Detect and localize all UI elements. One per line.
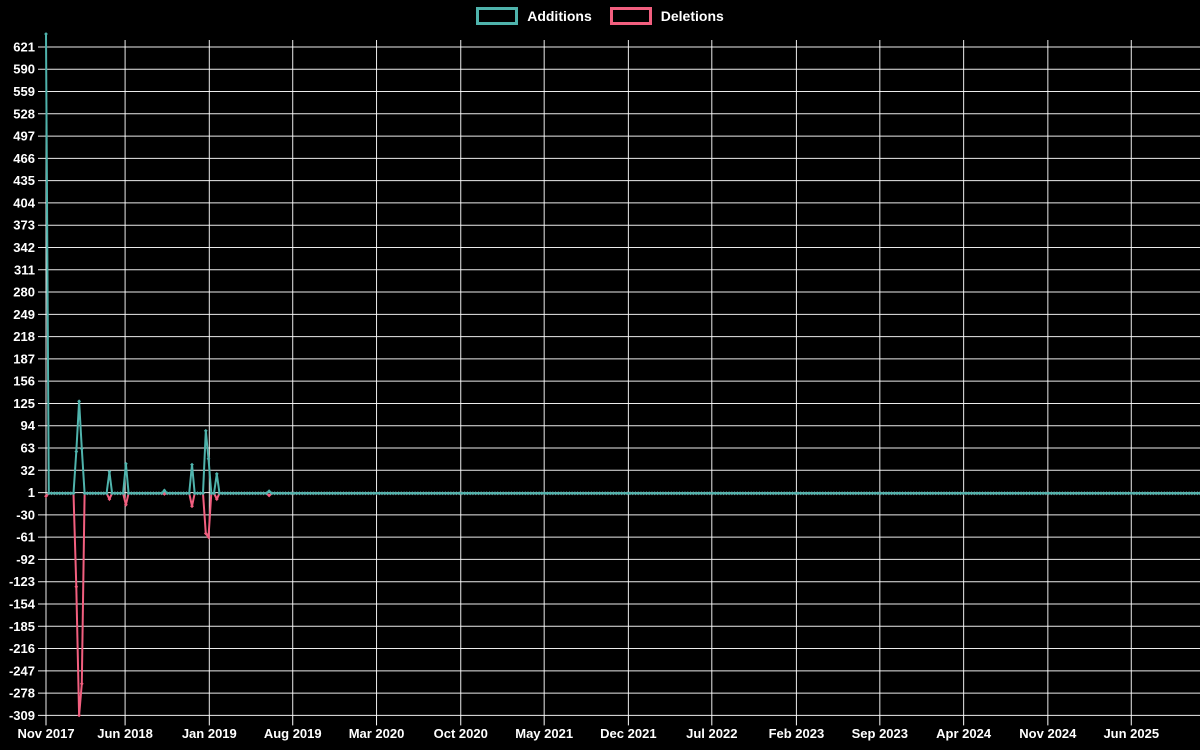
x-tick-label: Nov 2017 <box>17 726 74 741</box>
legend-label-deletions: Deletions <box>660 8 724 24</box>
y-tick-label: 311 <box>14 262 35 277</box>
x-tick-label: Feb 2023 <box>769 726 825 741</box>
y-tick-label: -278 <box>9 686 35 701</box>
legend-swatch-additions-icon <box>476 7 519 25</box>
legend-item-deletions[interactable]: Deletions <box>609 7 724 25</box>
x-tick-label: Apr 2024 <box>936 726 992 741</box>
y-tick-label: 187 <box>13 351 35 366</box>
y-tick-label: 435 <box>13 173 35 188</box>
y-tick-label: -185 <box>9 619 35 634</box>
y-tick-label: 528 <box>13 106 35 121</box>
y-tick-label: -154 <box>9 596 36 611</box>
x-tick-label: Jun 2018 <box>97 726 153 741</box>
y-tick-label: -61 <box>16 530 35 545</box>
y-tick-label: 590 <box>13 62 35 77</box>
y-tick-label: 32 <box>21 463 35 478</box>
x-tick-label: Jul 2022 <box>686 726 737 741</box>
x-tick-label: Sep 2023 <box>852 726 908 741</box>
legend: Additions Deletions <box>0 7 1200 25</box>
legend-item-additions[interactable]: Additions <box>476 7 592 25</box>
y-tick-label: 1 <box>28 485 35 500</box>
y-tick-label: -123 <box>9 574 35 589</box>
y-tick-label: 342 <box>13 240 35 255</box>
y-tick-label: 125 <box>13 396 35 411</box>
y-tick-label: 404 <box>13 195 35 210</box>
y-tick-label: 63 <box>21 441 35 456</box>
y-tick-label: 621 <box>13 39 35 54</box>
y-tick-label: 156 <box>13 374 35 389</box>
x-tick-label: Mar 2020 <box>349 726 405 741</box>
y-tick-label: 94 <box>21 418 36 433</box>
y-tick-label: -92 <box>16 552 35 567</box>
y-tick-label: -216 <box>9 641 35 656</box>
y-tick-label: 249 <box>13 307 35 322</box>
x-tick-label: Dec 2021 <box>600 726 656 741</box>
x-tick-label: Nov 2024 <box>1019 726 1077 741</box>
x-tick-label: Oct 2020 <box>434 726 488 741</box>
additions-line <box>45 33 1200 495</box>
y-tick-label: 218 <box>13 329 35 344</box>
y-tick-label: 373 <box>13 218 35 233</box>
y-tick-label: -309 <box>9 708 35 723</box>
x-tick-label: Aug 2019 <box>264 726 322 741</box>
y-tick-label: 559 <box>13 84 35 99</box>
x-tick-label: Jun 2025 <box>1103 726 1159 741</box>
y-tick-label: 497 <box>13 129 35 144</box>
legend-swatch-deletions-icon <box>609 7 652 25</box>
x-tick-label: Jan 2019 <box>182 726 237 741</box>
y-tick-label: 280 <box>13 285 35 300</box>
y-tick-label: 466 <box>13 151 35 166</box>
legend-label-additions: Additions <box>527 8 592 24</box>
y-tick-label: -247 <box>9 663 35 678</box>
x-tick-label: May 2021 <box>515 726 573 741</box>
y-tick-label: -30 <box>16 507 35 522</box>
